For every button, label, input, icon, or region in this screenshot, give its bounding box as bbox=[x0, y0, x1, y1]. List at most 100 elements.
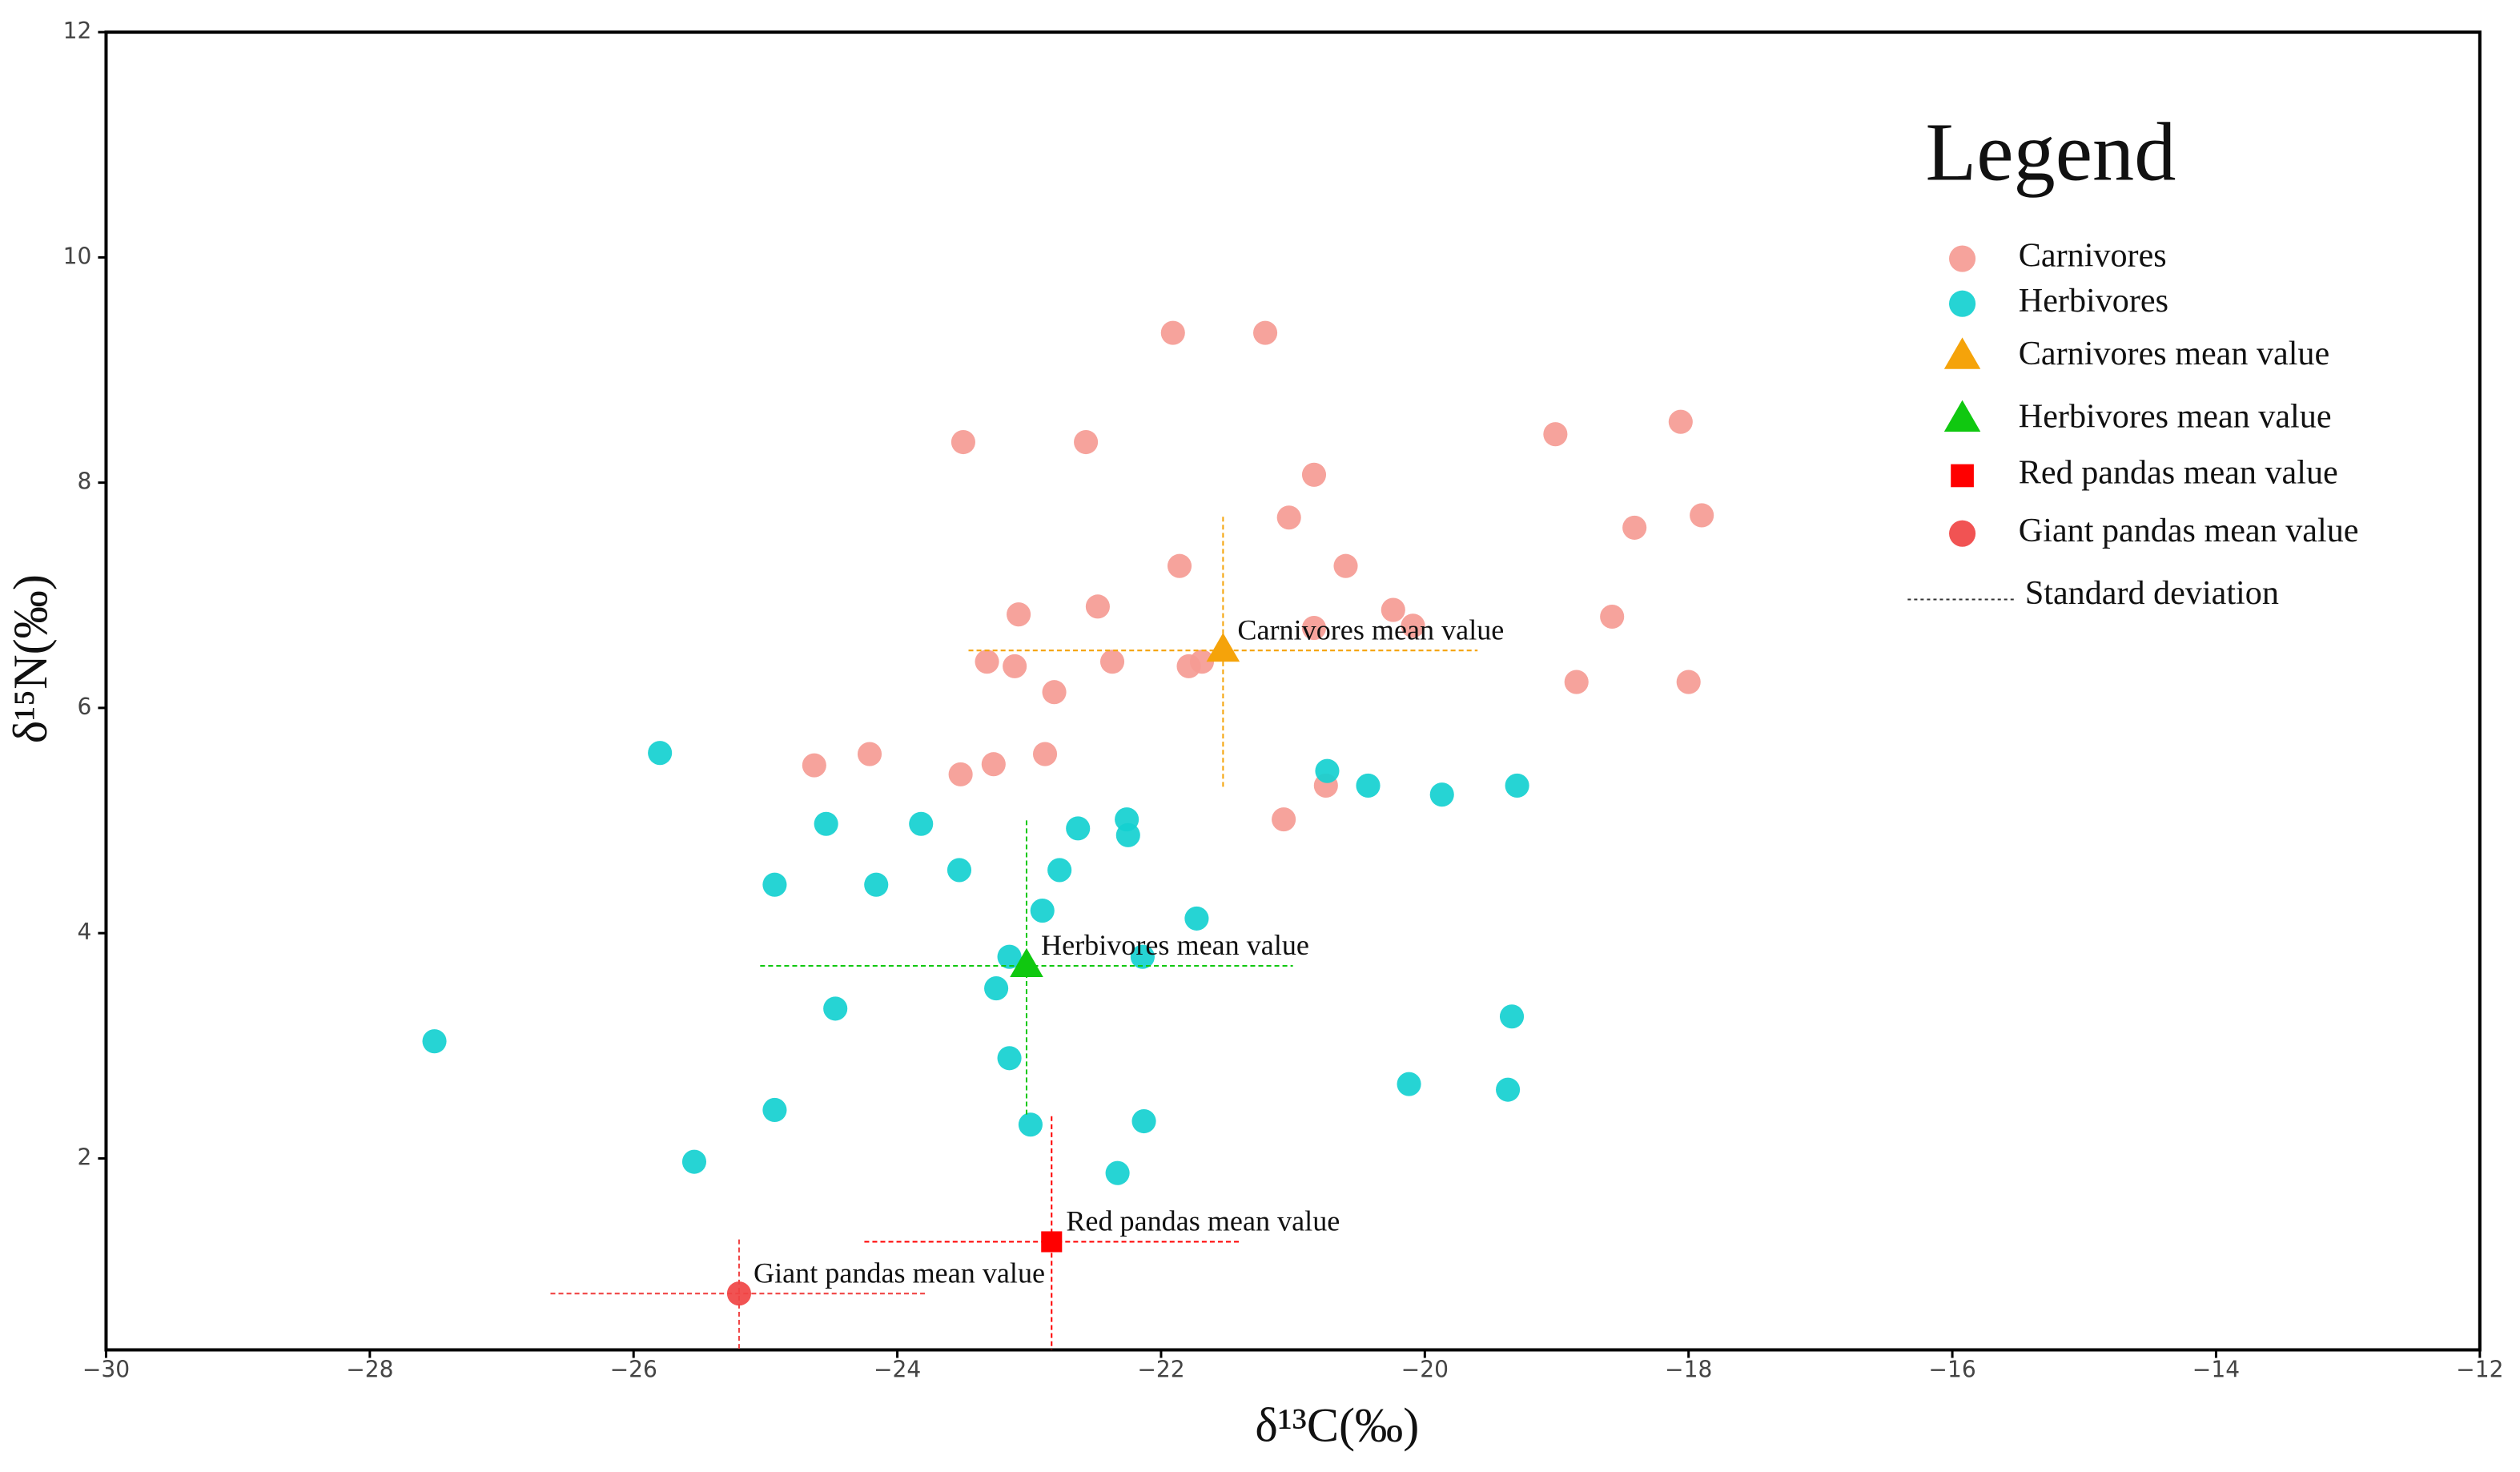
x-tick-label: −12 bbox=[2456, 1357, 2503, 1383]
point bbox=[1115, 822, 1140, 847]
point bbox=[1397, 1072, 1421, 1096]
y-tick-label: 8 bbox=[78, 469, 92, 495]
legend-label: Carnivores bbox=[2019, 237, 2167, 275]
y-tick-label: 2 bbox=[78, 1144, 92, 1170]
legend-title: Legend bbox=[1925, 106, 2176, 199]
point bbox=[975, 650, 999, 674]
point bbox=[1085, 594, 1110, 619]
y-tick-label: 12 bbox=[63, 18, 92, 44]
point bbox=[1301, 616, 1327, 641]
annotation: Red pandas mean value bbox=[1066, 1205, 1340, 1237]
point bbox=[762, 1097, 787, 1123]
y-tick-label: 10 bbox=[63, 243, 92, 269]
x-tick-label: −22 bbox=[1137, 1357, 1184, 1383]
legend-label: Herbivores mean value bbox=[2019, 397, 2332, 435]
point bbox=[981, 752, 1006, 777]
point bbox=[802, 753, 826, 778]
legend-marker bbox=[1949, 290, 1976, 317]
x-tick-label: −18 bbox=[1665, 1357, 1712, 1383]
point bbox=[1690, 503, 1714, 528]
annotation: Carnivores mean value bbox=[1237, 613, 1504, 646]
point bbox=[1047, 858, 1072, 883]
point bbox=[422, 1029, 447, 1054]
point bbox=[726, 1281, 752, 1306]
point bbox=[823, 996, 848, 1021]
point bbox=[1184, 906, 1209, 931]
point bbox=[947, 858, 972, 883]
annotation: Herbivores mean value bbox=[1041, 929, 1309, 961]
point bbox=[1505, 773, 1529, 798]
annotation: Giant pandas mean value bbox=[754, 1257, 1045, 1289]
point bbox=[1018, 1112, 1043, 1137]
point bbox=[1381, 597, 1405, 622]
point bbox=[948, 762, 973, 786]
point bbox=[1668, 409, 1693, 434]
point bbox=[997, 944, 1022, 969]
point bbox=[909, 811, 934, 836]
point bbox=[1401, 613, 1425, 638]
point bbox=[1333, 553, 1358, 578]
plot-frame bbox=[104, 30, 2482, 1352]
y-tick-label: 6 bbox=[78, 694, 92, 720]
point bbox=[1429, 782, 1454, 807]
x-tick-label: −26 bbox=[610, 1357, 657, 1383]
plot-area bbox=[422, 320, 1714, 1350]
point bbox=[1030, 898, 1055, 923]
x-tick-label: −28 bbox=[346, 1357, 393, 1383]
x-tick-label: −30 bbox=[82, 1357, 130, 1383]
point bbox=[864, 872, 889, 897]
legend-marker bbox=[1949, 520, 1976, 547]
point bbox=[1676, 670, 1701, 694]
legend-marker bbox=[1943, 400, 1981, 432]
point bbox=[1176, 654, 1201, 678]
point bbox=[1105, 1160, 1130, 1185]
x-tick-label: −20 bbox=[1401, 1357, 1449, 1383]
point bbox=[1042, 680, 1067, 705]
point bbox=[1622, 515, 1647, 540]
point bbox=[1301, 462, 1327, 487]
legend-marker bbox=[1943, 337, 1981, 369]
point bbox=[1315, 758, 1340, 783]
x-tick-label: −16 bbox=[1928, 1357, 1975, 1383]
point bbox=[1600, 604, 1625, 629]
legend-marker bbox=[1949, 245, 1976, 272]
point bbox=[984, 976, 1009, 1001]
point bbox=[1041, 1231, 1063, 1253]
x-tick-label: −24 bbox=[874, 1357, 921, 1383]
point bbox=[1276, 505, 1301, 530]
point bbox=[1099, 650, 1125, 674]
point bbox=[1010, 947, 1043, 977]
point bbox=[1007, 602, 1031, 627]
point bbox=[1131, 1108, 1156, 1134]
point bbox=[951, 429, 975, 455]
point bbox=[1032, 742, 1058, 766]
point bbox=[814, 811, 838, 836]
y-axis-label: δ¹⁵N(‰) bbox=[4, 574, 58, 743]
x-tick-label: −14 bbox=[2192, 1357, 2240, 1383]
point bbox=[1130, 944, 1155, 969]
point bbox=[1496, 1077, 1521, 1102]
point bbox=[1003, 654, 1027, 678]
point bbox=[1160, 320, 1185, 345]
point bbox=[1564, 670, 1589, 694]
point bbox=[1499, 1004, 1525, 1029]
point bbox=[997, 1046, 1022, 1071]
point bbox=[1074, 429, 1099, 455]
point bbox=[762, 872, 787, 897]
legend-label: Giant pandas mean value bbox=[2019, 512, 2359, 549]
legend-label: Red pandas mean value bbox=[2019, 454, 2338, 492]
x-axis-label: δ¹³C(‰) bbox=[1255, 1399, 1419, 1453]
point bbox=[857, 742, 882, 766]
point bbox=[1356, 773, 1381, 798]
legend-label: Carnivores mean value bbox=[2019, 335, 2329, 372]
y-tick-label: 4 bbox=[78, 919, 92, 945]
point bbox=[1066, 816, 1091, 841]
point bbox=[1253, 320, 1278, 345]
point bbox=[1543, 422, 1568, 447]
legend-marker bbox=[1951, 464, 1974, 488]
point bbox=[681, 1149, 707, 1174]
point bbox=[1206, 633, 1240, 662]
point bbox=[648, 741, 673, 766]
legend-label: Herbivores bbox=[2019, 282, 2168, 320]
